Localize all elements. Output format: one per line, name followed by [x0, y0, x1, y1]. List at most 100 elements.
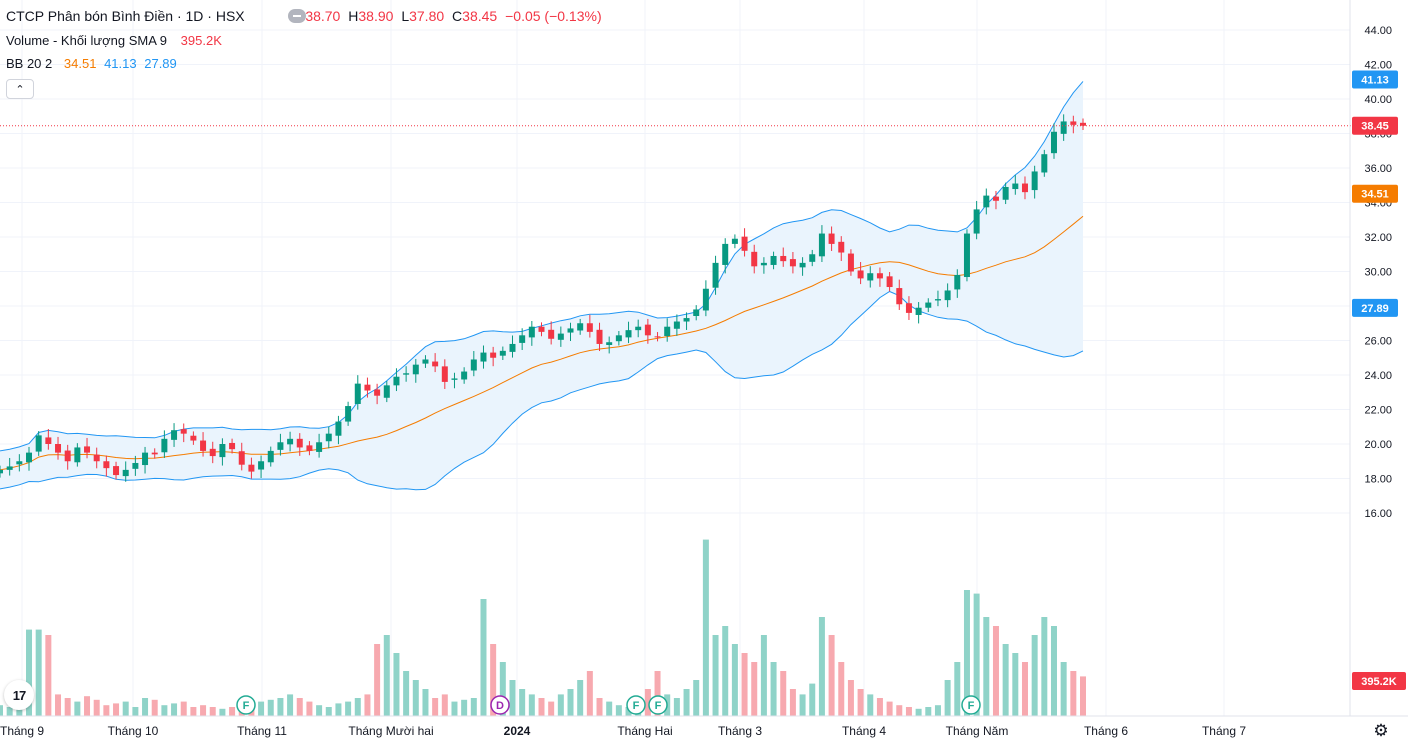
candle-body	[635, 326, 642, 331]
volume-bar	[944, 680, 951, 716]
volume-bar	[45, 635, 52, 716]
bb-lower-value: 27.89	[144, 56, 177, 71]
volume-badge: 395.2K	[1352, 672, 1406, 690]
candle-body	[944, 290, 951, 301]
candle-body	[74, 447, 81, 463]
x-tick-label: Tháng 6	[1084, 724, 1128, 738]
candle-body	[1041, 154, 1048, 173]
volume-bar	[557, 694, 564, 716]
volume-bar	[441, 694, 448, 716]
price-badge-label: 34.51	[1361, 189, 1389, 201]
collapse-legend-button[interactable]: ⌃	[6, 79, 34, 99]
volume-bar	[702, 539, 709, 716]
volume-bar	[983, 617, 990, 716]
ohlc-open-value: 38.70	[305, 8, 341, 24]
candle-body	[664, 326, 671, 337]
candle-body	[1002, 186, 1009, 200]
volume-bar	[528, 694, 535, 716]
legend-main: CTCP Phân bón Bình Điền · 1D · HSX O38.7…	[6, 8, 606, 24]
candle-body	[722, 243, 729, 265]
gear-icon[interactable]: ⚙	[1373, 721, 1389, 740]
volume-bar	[335, 703, 342, 716]
event-circle	[490, 695, 510, 715]
candle-body	[963, 233, 970, 278]
volume-bar	[693, 680, 700, 716]
price-badge-bg	[1352, 184, 1398, 203]
event-label: D	[496, 700, 504, 712]
price-axis[interactable]: 16.0018.0020.0022.0024.0026.0028.0030.00…	[1349, 0, 1392, 716]
candle-body	[480, 352, 487, 362]
candle-body	[171, 430, 178, 440]
volume-bar	[490, 644, 497, 716]
ohlc-close-value: 38.45	[462, 8, 498, 24]
price-badge: 34.51	[1352, 184, 1398, 203]
legend-bollinger[interactable]: BB 20 2 34.51 41.13 27.89	[6, 56, 181, 71]
ohlc-high-label: H	[348, 8, 359, 24]
volume-bar	[799, 694, 806, 716]
y-tick-label: 18.00	[1364, 474, 1392, 486]
candle-body	[412, 364, 419, 375]
volume-bar	[925, 707, 932, 716]
volume-bar	[432, 698, 439, 716]
volume-bar	[267, 699, 274, 716]
volume-bar	[64, 698, 71, 716]
volume-bar	[751, 662, 758, 716]
legend-volume[interactable]: Volume - Khối lượng SMA 9 395.2K	[6, 33, 226, 48]
volume-bar	[122, 701, 129, 716]
candle-body	[209, 448, 216, 457]
bb-fill	[0, 81, 1083, 490]
candle-body	[93, 454, 100, 462]
volume-bar	[393, 653, 400, 716]
event-marker: D	[490, 695, 510, 715]
volume-bar	[789, 689, 796, 716]
y-tick-label: 26.00	[1364, 336, 1392, 348]
candle-body	[142, 452, 149, 466]
tradingview-logo-icon[interactable]: 17	[4, 680, 34, 710]
candle-body	[673, 321, 680, 329]
volume-bar	[325, 707, 332, 716]
time-axis[interactable]: Tháng 9 Tháng 10 Tháng 11 Tháng Mười hai 202…	[0, 715, 1408, 738]
volume-bar	[760, 635, 767, 716]
volume-bar	[876, 698, 883, 716]
volume-bar	[509, 680, 516, 716]
volume-bar	[84, 696, 91, 716]
candle-body	[432, 361, 439, 367]
candle-body	[45, 437, 52, 444]
volume-bar	[171, 703, 178, 716]
volume-bar	[1060, 662, 1067, 716]
volume-bar	[1041, 617, 1048, 716]
volume-bar	[712, 635, 719, 716]
event-marker: F	[648, 695, 668, 715]
candle-body	[548, 329, 555, 339]
volume-bar	[770, 662, 777, 716]
volume-bar	[596, 698, 603, 716]
volume-bar	[0, 705, 3, 716]
candle-body	[809, 254, 816, 262]
y-tick-label: 44.00	[1364, 25, 1392, 37]
candle-body	[1060, 121, 1067, 134]
candle-body	[6, 466, 13, 470]
hide-indicator-icon[interactable]	[288, 9, 306, 23]
candle-body	[828, 233, 835, 244]
candle-body	[151, 452, 158, 455]
candle-body	[596, 329, 603, 344]
candle-body	[751, 251, 758, 267]
candle-body	[35, 435, 42, 452]
volume-bar	[673, 698, 680, 716]
volume-bar	[200, 705, 207, 716]
candle-body	[16, 461, 23, 465]
candle-body	[219, 444, 226, 458]
candle-body	[258, 461, 265, 470]
price-badge-label: 41.13	[1361, 75, 1389, 87]
candle-body	[267, 450, 274, 463]
candle-body	[644, 324, 651, 336]
volume-bar	[306, 701, 313, 716]
candle-body	[229, 442, 236, 450]
candle-body	[693, 309, 700, 317]
volume-bar	[992, 626, 999, 716]
volume-bar	[606, 701, 613, 716]
candle-body	[973, 209, 980, 234]
chart-grid	[0, 0, 1350, 716]
symbol-title[interactable]: CTCP Phân bón Bình Điền · 1D · HSX	[6, 8, 245, 24]
